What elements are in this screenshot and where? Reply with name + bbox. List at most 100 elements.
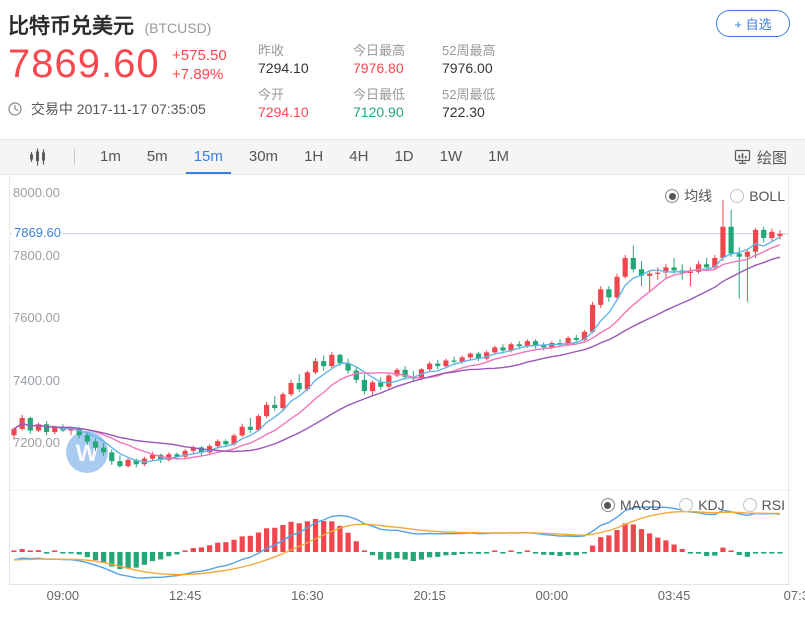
macd-histogram-bar: [206, 545, 213, 552]
macd-histogram-bar: [435, 552, 441, 557]
price-row: 7869.60 +575.50 +7.89%: [8, 42, 227, 86]
macd-histogram-bar: [467, 552, 473, 554]
trading-status: 交易中 2017-11-17 07:35:05: [30, 101, 206, 117]
title-row: 比特币兑美元 (BTCUSD): [8, 10, 211, 40]
macd-histogram-bar: [720, 547, 726, 552]
macd-histogram-bar: [769, 552, 775, 554]
candle-body: [524, 341, 530, 347]
candle-body: [426, 363, 433, 370]
timeframe-tab-4H[interactable]: 4H: [349, 147, 369, 165]
macd-histogram-bar: [223, 542, 229, 552]
candle-body: [386, 375, 392, 387]
quote-header: 比特币兑美元 (BTCUSD) + 自选 7869.60 +575.50 +7.…: [0, 0, 805, 139]
candle-body: [27, 418, 33, 431]
timeframe-tab-5m[interactable]: 5m: [146, 147, 168, 165]
macd-histogram-bar: [386, 552, 392, 560]
candle-body: [288, 383, 294, 395]
macd-histogram-bar: [337, 525, 343, 552]
monitor-chart-icon: [734, 149, 751, 164]
candlestick-chart[interactable]: W: [0, 175, 805, 585]
overlay-radio-BOLL[interactable]: BOLL: [730, 188, 785, 204]
macd-histogram-bar: [361, 550, 368, 552]
candle-body: [638, 269, 645, 276]
candle-body: [712, 258, 718, 268]
candle-body: [329, 354, 335, 367]
timeframe-tab-1M[interactable]: 1M: [488, 147, 509, 165]
candle-body: [581, 331, 588, 340]
stat-cell: 今日最低 7120.90: [353, 86, 442, 121]
indicator-radio-RSI[interactable]: RSI: [742, 497, 785, 513]
stat-label: 今日最低: [353, 87, 406, 102]
candle-body: [752, 229, 759, 252]
instrument-title: 比特币兑美元: [8, 15, 134, 38]
candle-body: [182, 450, 188, 457]
stat-value: 7120.90: [353, 104, 404, 120]
macd-histogram-bar: [141, 552, 147, 565]
candlestick-chart-icon[interactable]: [28, 147, 52, 167]
macd-histogram-bar: [622, 523, 628, 552]
macd-histogram-bar: [426, 552, 433, 558]
timeframe-tab-15m[interactable]: 15m: [185, 140, 231, 174]
candle-body: [402, 369, 408, 377]
candle-body: [84, 435, 90, 442]
timeframe-tab-1H[interactable]: 1H: [304, 147, 324, 165]
timeframe-tab-1W[interactable]: 1W: [439, 147, 463, 165]
candle-body: [369, 382, 376, 392]
stat-value: 7976.00: [442, 60, 493, 76]
instrument-symbol: (BTCUSD): [144, 20, 212, 36]
macd-histogram-bar: [133, 552, 139, 568]
candle-body: [736, 253, 742, 257]
candle-body: [337, 354, 343, 363]
macd-histogram-bar: [663, 540, 669, 552]
indicator-radio-MACD[interactable]: MACD: [600, 497, 661, 513]
candle-body: [239, 426, 245, 436]
candle-body: [443, 360, 449, 367]
overlay-radio-均线[interactable]: 均线: [665, 186, 712, 206]
candle-body: [52, 427, 58, 433]
overlay-radio-label: 均线: [684, 188, 713, 204]
macd-histogram-bar: [27, 550, 33, 552]
macd-dea-line: [13, 510, 781, 576]
time-tick-label: 20:15: [413, 588, 446, 603]
indicator-radio-KDJ[interactable]: KDJ: [679, 497, 725, 513]
candle-body: [647, 273, 653, 276]
candle-body: [565, 338, 571, 345]
stat-label: 今日最高: [353, 43, 406, 58]
candle-body: [109, 452, 115, 462]
macd-histogram-bar: [589, 545, 596, 552]
candle-body: [272, 404, 278, 408]
radio-icon: [730, 189, 745, 203]
macd-histogram-bar: [508, 550, 514, 552]
macd-histogram-bar: [353, 541, 359, 552]
timeframe-tab-1m[interactable]: 1m: [100, 147, 121, 165]
macd-histogram-bar: [117, 552, 123, 570]
candle-body: [149, 454, 156, 459]
draw-tool-button[interactable]: 绘图: [734, 140, 787, 174]
stat-cell: 今开 7294.10: [258, 86, 353, 121]
chart-area[interactable]: W 8000.00 7800.00 7600.00 7400.00 7200.00 786…: [0, 175, 805, 620]
macd-histogram-bar: [280, 525, 286, 552]
macd-histogram-bar: [687, 552, 693, 554]
macd-histogram-bar: [198, 547, 205, 552]
candle-body: [516, 344, 522, 347]
macd-histogram-bar: [606, 535, 612, 552]
radio-icon: [679, 498, 694, 512]
add-watchlist-button[interactable]: + 自选: [716, 10, 790, 37]
timeframe-tab-1D[interactable]: 1D: [394, 147, 414, 165]
ma10-line: [13, 244, 781, 460]
overlay-radio-label: BOLL: [749, 188, 785, 204]
candle-body: [704, 264, 710, 268]
macd-histogram-bar: [655, 537, 661, 552]
stat-value: 7976.80: [353, 60, 404, 76]
macd-histogram-bar: [76, 552, 82, 555]
stat-label: 今开: [258, 87, 285, 102]
candle-body: [695, 264, 702, 272]
candle-body: [475, 353, 482, 359]
macd-histogram-bar: [378, 552, 384, 560]
timeframe-tab-30m[interactable]: 30m: [248, 147, 279, 165]
macd-histogram-bar: [68, 552, 74, 554]
macd-histogram-bar: [532, 552, 539, 554]
candle-body: [598, 289, 604, 305]
macd-histogram-bar: [516, 552, 522, 554]
